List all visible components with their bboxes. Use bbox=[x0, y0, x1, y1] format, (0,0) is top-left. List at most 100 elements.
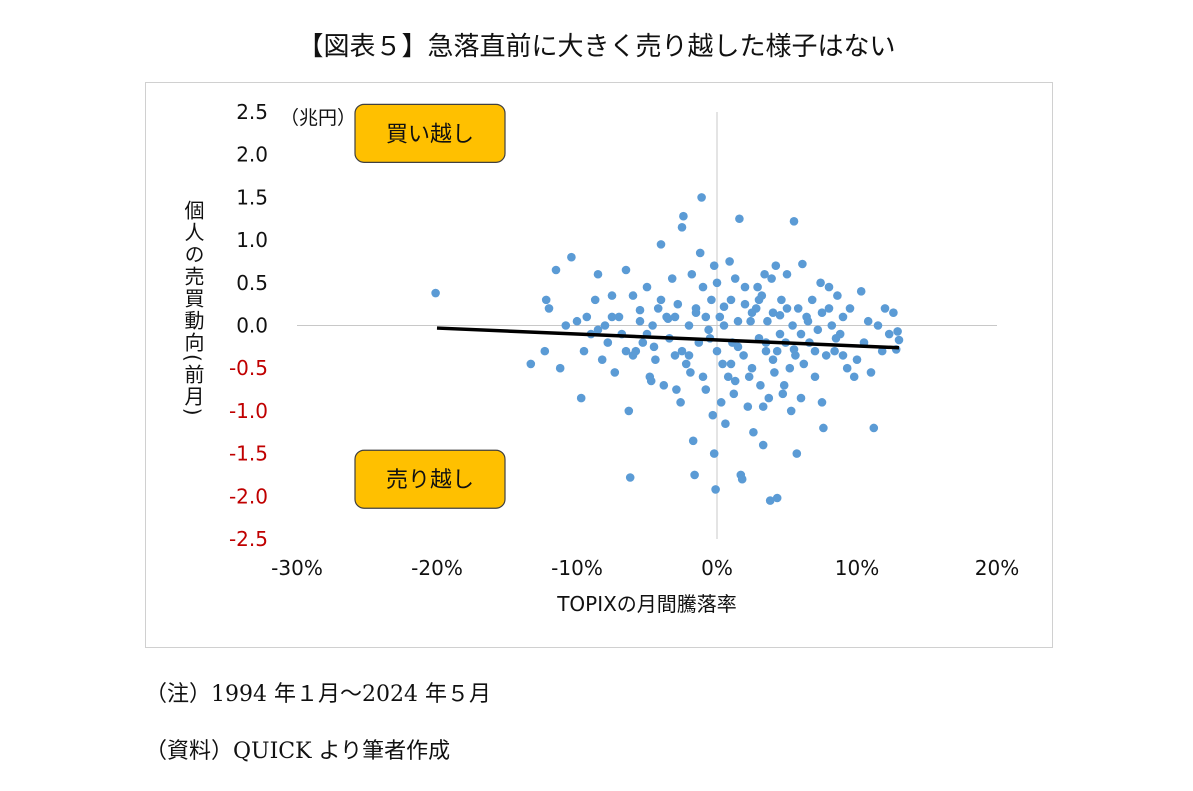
annotation-text: 売り越し bbox=[386, 468, 474, 493]
data-point bbox=[590, 295, 600, 305]
y-tick-label: 0.5 bbox=[236, 271, 268, 295]
data-point bbox=[777, 295, 786, 305]
data-point bbox=[768, 308, 778, 317]
data-point bbox=[838, 312, 848, 322]
data-point bbox=[758, 402, 768, 411]
data-point bbox=[607, 312, 617, 322]
data-point bbox=[603, 338, 613, 347]
data-point bbox=[831, 334, 841, 343]
data-point bbox=[796, 393, 806, 403]
x-tick-label: 20% bbox=[975, 556, 1019, 580]
data-point bbox=[690, 470, 699, 480]
data-point bbox=[723, 372, 733, 382]
data-point bbox=[677, 222, 687, 232]
data-point bbox=[739, 351, 748, 360]
x-tick-label: -20% bbox=[411, 556, 463, 580]
data-point bbox=[709, 449, 719, 458]
data-point bbox=[779, 380, 789, 390]
data-point bbox=[789, 217, 799, 226]
data-point bbox=[526, 359, 536, 369]
data-point bbox=[785, 363, 795, 373]
data-point bbox=[635, 305, 645, 315]
data-point bbox=[579, 346, 589, 356]
data-point bbox=[624, 406, 634, 416]
data-point bbox=[760, 269, 769, 279]
annotation-rect bbox=[354, 103, 506, 163]
note-period: （注）1994 年１月～2024 年５月 bbox=[145, 682, 491, 707]
data-point bbox=[729, 389, 739, 399]
x-tick-label: -30% bbox=[271, 556, 323, 580]
data-point bbox=[792, 449, 802, 458]
data-point bbox=[726, 359, 736, 369]
data-point bbox=[817, 398, 827, 407]
data-point bbox=[697, 193, 706, 202]
data-point bbox=[684, 321, 694, 330]
data-point bbox=[667, 274, 677, 283]
data-point bbox=[842, 363, 852, 373]
data-point bbox=[659, 380, 669, 390]
data-point bbox=[764, 393, 774, 403]
data-point bbox=[709, 261, 719, 271]
data-point bbox=[772, 493, 782, 503]
data-point bbox=[718, 359, 727, 369]
x-axis-label: TOPIXの月間騰落率 bbox=[556, 592, 737, 616]
data-point bbox=[677, 346, 687, 356]
data-point bbox=[789, 345, 799, 354]
data-point bbox=[863, 316, 873, 326]
annotation-box: 買い越し bbox=[354, 103, 506, 163]
data-point bbox=[810, 346, 820, 356]
data-point bbox=[701, 385, 711, 394]
data-point bbox=[852, 355, 862, 364]
data-point bbox=[695, 248, 705, 258]
data-point bbox=[701, 312, 711, 322]
data-point bbox=[866, 368, 876, 377]
data-point bbox=[551, 265, 561, 275]
data-point bbox=[845, 304, 855, 313]
data-point bbox=[786, 406, 796, 416]
data-point bbox=[711, 485, 720, 494]
annotation-rect bbox=[354, 449, 506, 509]
chart-frame bbox=[145, 82, 1053, 648]
data-point bbox=[698, 282, 708, 292]
data-point bbox=[869, 423, 879, 433]
data-point bbox=[824, 282, 834, 292]
y-tick-label: -1.5 bbox=[229, 442, 268, 466]
x-tick-label: 0% bbox=[701, 556, 733, 580]
data-point bbox=[733, 316, 743, 326]
annotation-box: 売り越し bbox=[354, 449, 506, 509]
data-point bbox=[670, 312, 680, 322]
x-tick-label: -10% bbox=[551, 556, 603, 580]
data-point bbox=[819, 423, 828, 433]
data-point bbox=[670, 351, 680, 360]
scatter-chart: 2.5 2.0 1.5 1.0 0.5 0.0 -0.5 -1.0 -1.5 -2.0 -2.5-3… bbox=[181, 100, 1019, 616]
data-point bbox=[765, 496, 775, 505]
data-point bbox=[663, 314, 673, 323]
data-point bbox=[715, 312, 725, 322]
data-point bbox=[712, 278, 722, 288]
data-point bbox=[772, 346, 782, 356]
data-point bbox=[778, 389, 788, 399]
data-point bbox=[628, 291, 638, 300]
data-point bbox=[768, 355, 778, 364]
data-point bbox=[638, 338, 648, 347]
data-point bbox=[770, 368, 779, 377]
data-point bbox=[651, 355, 660, 364]
data-point bbox=[656, 240, 666, 249]
data-point bbox=[833, 291, 842, 300]
data-point bbox=[733, 342, 743, 352]
data-point bbox=[877, 346, 887, 356]
data-point bbox=[600, 321, 610, 330]
data-point bbox=[656, 295, 666, 305]
data-point bbox=[576, 393, 586, 403]
data-point bbox=[648, 321, 657, 330]
y-axis-label: 個人の売買動向(前月) bbox=[181, 200, 205, 418]
data-point bbox=[597, 355, 607, 364]
data-point bbox=[730, 274, 740, 283]
data-point bbox=[793, 304, 803, 313]
data-point bbox=[725, 257, 734, 266]
y-tick-label: 1.0 bbox=[236, 228, 268, 252]
data-point bbox=[707, 295, 716, 305]
data-point bbox=[621, 346, 631, 356]
y-tick-label: -1.0 bbox=[229, 399, 268, 423]
data-point bbox=[582, 312, 592, 322]
